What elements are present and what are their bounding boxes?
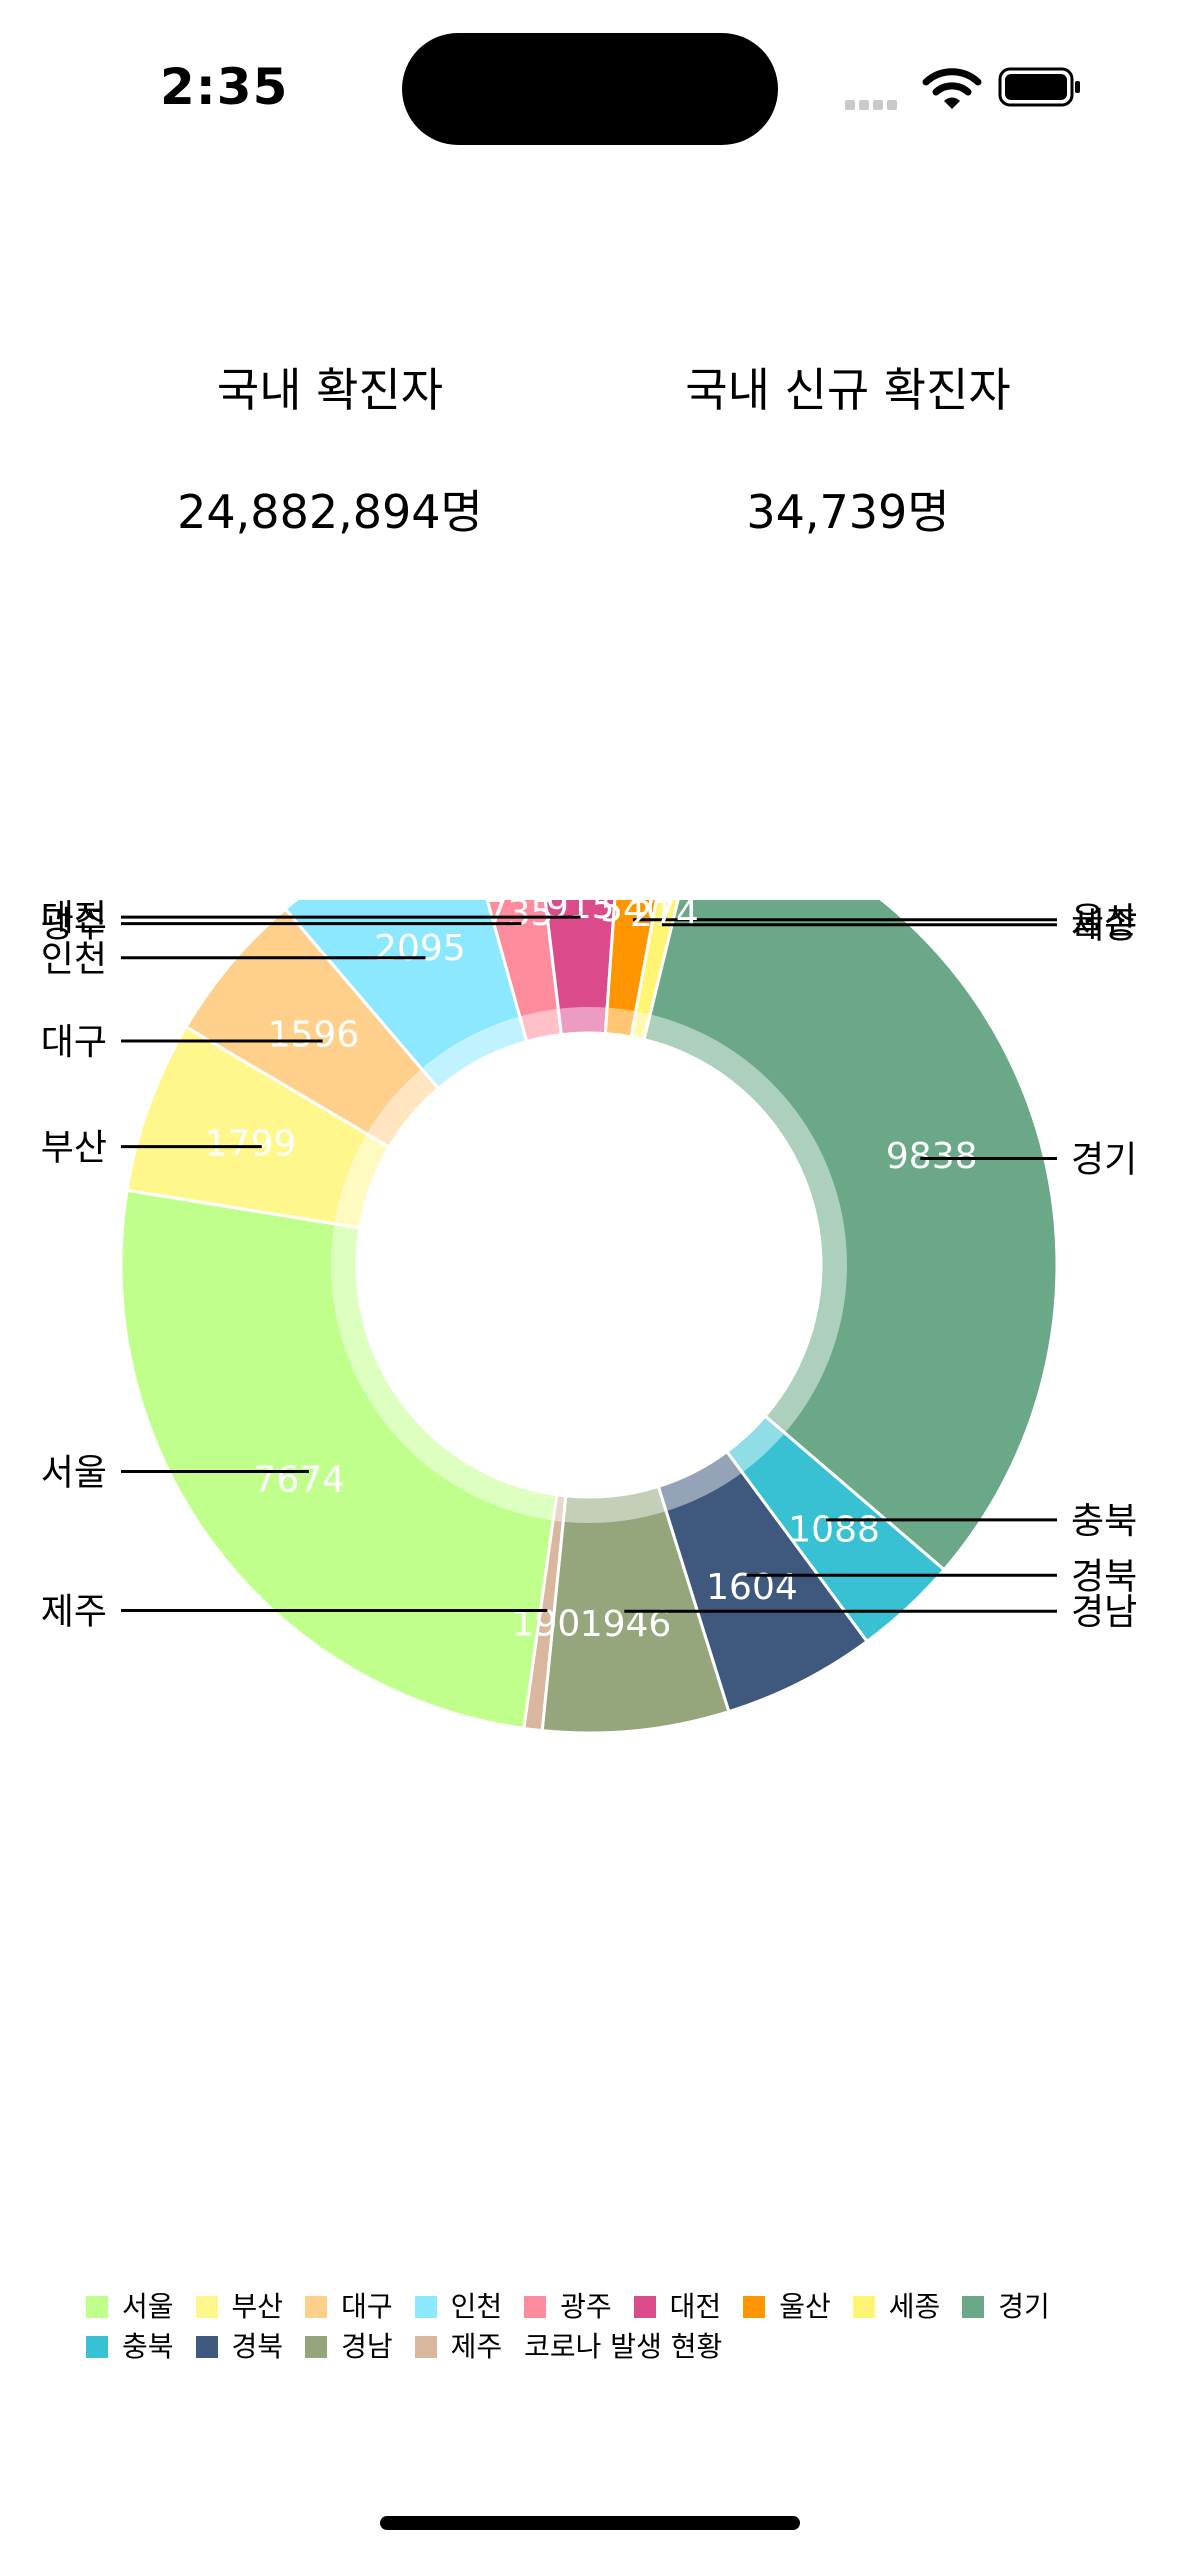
- legend-swatch: [633, 2296, 656, 2318]
- donut-hole: [357, 1033, 821, 1497]
- slice-value-label: 1799: [205, 1124, 297, 1165]
- legend-item[interactable]: 제주: [414, 2330, 503, 2364]
- slice-region-label: 대구: [41, 1022, 107, 1063]
- legend-swatch: [86, 2296, 108, 2318]
- slice-region-label: 경기: [1071, 1139, 1137, 1180]
- legend-item[interactable]: 울산: [743, 2290, 831, 2324]
- legend-label: 인천: [450, 2290, 503, 2323]
- slice-value-label: 1088: [788, 1510, 880, 1551]
- legend-label: 경북: [231, 2330, 284, 2363]
- legend-label: 부산: [231, 2290, 284, 2323]
- legend-swatch: [852, 2296, 875, 2318]
- legend-item[interactable]: 경남: [305, 2330, 393, 2364]
- slice-value-label: 540: [600, 900, 669, 930]
- slice-value-label: 2095: [374, 928, 466, 969]
- legend-swatch: [86, 2336, 108, 2358]
- status-time: 2:35: [160, 58, 289, 116]
- legend-label: 대전: [669, 2290, 722, 2323]
- slice-region-label: 울산: [1071, 901, 1137, 942]
- slice-region-label: 충북: [1071, 1501, 1137, 1542]
- legend-label: 경남: [341, 2330, 393, 2363]
- legend-item[interactable]: 부산: [195, 2290, 284, 2324]
- legend-item[interactable]: 대전: [633, 2290, 722, 2324]
- dynamic-island: [402, 33, 778, 145]
- new-cases-value: 34,739명: [746, 485, 950, 539]
- slice-region-label: 세종: [1071, 906, 1137, 947]
- slice-value-label: 1604: [706, 1567, 798, 1608]
- legend-item[interactable]: 충북: [86, 2330, 174, 2364]
- legend-swatch: [414, 2296, 437, 2318]
- new-cases-panel: 국내 신규 확진자 34,739명: [618, 360, 1078, 542]
- legend-label: 세종: [888, 2290, 941, 2323]
- total-cases-value: 24,882,894명: [177, 485, 483, 539]
- legend-swatch: [524, 2296, 547, 2318]
- slice-region-label: 서울: [41, 1453, 107, 1494]
- slice-value-label: 274: [630, 900, 699, 935]
- slice-region-label: 경남: [1071, 1592, 1137, 1633]
- legend-swatch: [414, 2336, 437, 2358]
- slice-region-label: 경북: [1071, 1556, 1137, 1597]
- legend-swatch: [962, 2296, 985, 2318]
- legend-label: 제주: [450, 2330, 503, 2363]
- slice-value-label: 7674: [253, 1460, 345, 1501]
- slice-region-label: 대전: [41, 900, 107, 939]
- legend-item[interactable]: 대구: [305, 2290, 393, 2324]
- total-cases-label: 국내 확진자: [216, 363, 444, 417]
- wifi-icon: [922, 68, 982, 109]
- slice-region-label: 부산: [41, 1128, 107, 1169]
- legend-item[interactable]: 세종: [852, 2290, 941, 2324]
- legend-item[interactable]: 인천: [414, 2290, 503, 2324]
- legend-swatch: [195, 2336, 218, 2358]
- total-cases-panel: 국내 확진자 24,882,894명: [100, 360, 560, 542]
- legend-swatch: [305, 2296, 328, 2318]
- status-bar: 2:35: [0, 0, 1179, 170]
- slice-value-label: 9838: [886, 1136, 978, 1177]
- cellular-signal-icon: [845, 95, 901, 114]
- slice-value-label: 915: [546, 900, 615, 927]
- legend-label: 경기: [998, 2290, 1050, 2323]
- legend-item[interactable]: 경북: [195, 2330, 284, 2364]
- donut-inner-ring: [331, 1007, 847, 1523]
- slice-region-label: 광주: [41, 905, 107, 946]
- legend-swatch: [195, 2296, 218, 2318]
- legend-label: 광주: [560, 2290, 612, 2323]
- home-indicator[interactable]: [380, 2516, 800, 2530]
- legend-swatch: [305, 2336, 328, 2358]
- legend-label: 서울: [122, 2290, 174, 2323]
- legend-swatch: [743, 2296, 766, 2318]
- legend-item[interactable]: 광주: [524, 2290, 612, 2324]
- slice-region-label: 제주: [41, 1592, 107, 1633]
- slice-value-label: 1596: [268, 1014, 360, 1055]
- battery-icon: [998, 67, 1080, 107]
- legend-item[interactable]: 서울: [86, 2290, 174, 2324]
- new-cases-label: 국내 신규 확진자: [685, 363, 1011, 417]
- legend-label: 울산: [779, 2290, 831, 2323]
- slice-region-label: 인천: [41, 939, 107, 980]
- case-summary: 국내 확진자 24,882,894명 국내 신규 확진자 34,739명: [0, 360, 1179, 560]
- legend-label: 대구: [341, 2290, 393, 2323]
- legend-item[interactable]: 경기: [962, 2290, 1050, 2324]
- donut-slices: [119, 900, 1059, 1735]
- legend-label: 충북: [122, 2330, 174, 2363]
- chart-description: 코로나 발생 현황: [524, 2330, 723, 2363]
